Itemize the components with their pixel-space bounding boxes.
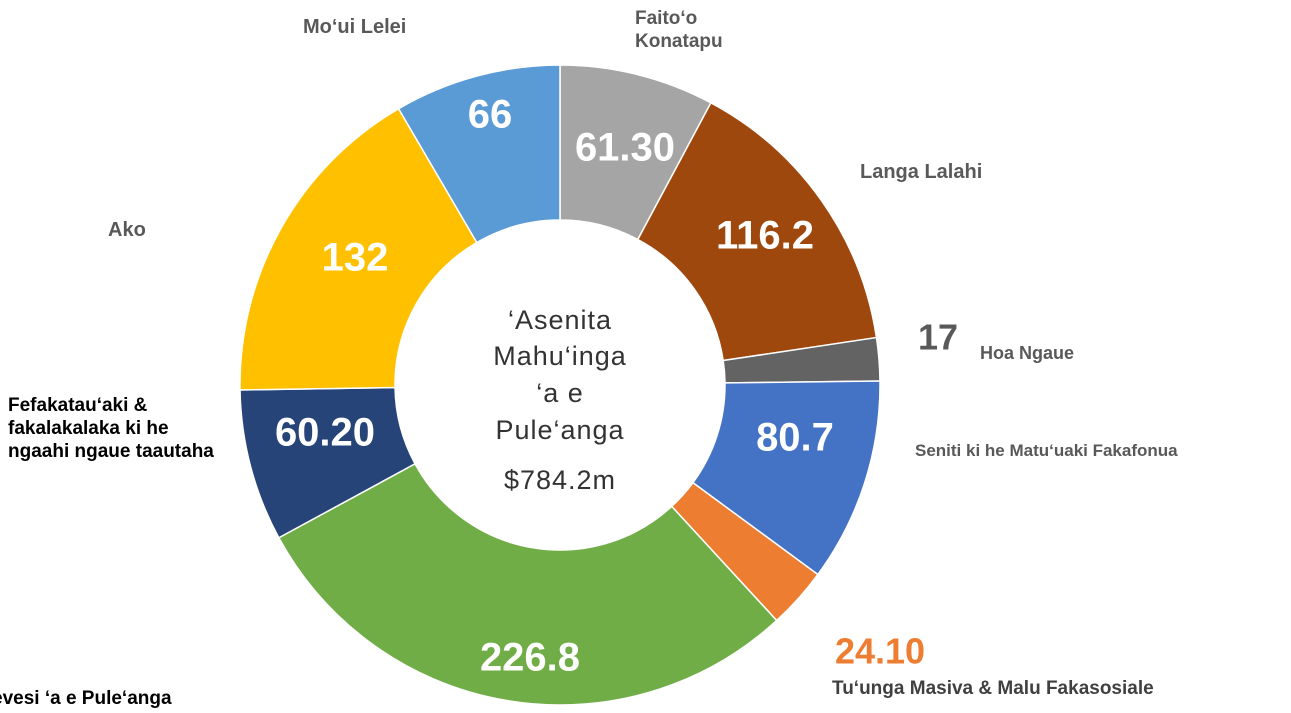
data-label: 17 — [918, 317, 958, 358]
donut-segment — [239, 107, 478, 391]
donut-segment — [277, 462, 778, 706]
center-text: ‘Asenita — [508, 305, 612, 335]
center-text: $784.2m — [504, 465, 616, 495]
category-label: Hoa Ngaue — [980, 343, 1075, 363]
donut-segment — [636, 101, 878, 362]
center-text: ‘a e — [536, 378, 584, 408]
category-label: evesi ‘a e Pule‘anga — [0, 688, 172, 709]
category-label: Faito‘o Konatapu — [635, 8, 723, 52]
donut-segment — [397, 64, 561, 244]
data-label: 226.8 — [480, 636, 580, 680]
center-text: Mahu‘inga — [493, 341, 627, 371]
category-label: Fefakatau‘aki & fakalakalaka ki he ngaah… — [8, 395, 214, 462]
data-label: 116.2 — [716, 214, 814, 258]
data-label: 61.30 — [575, 126, 675, 170]
category-label: Mo‘ui Lelei — [303, 16, 407, 38]
category-label: Seniti ki he Matu‘uaki Fakafonua — [915, 441, 1178, 460]
category-label: Tu‘unga Masiva & Malu Fakasosiale — [832, 678, 1154, 699]
center-text: Pule‘anga — [495, 415, 624, 445]
data-label: 80.7 — [756, 416, 834, 460]
data-label: 60.20 — [275, 411, 375, 455]
data-label: 66 — [468, 93, 513, 137]
category-label: Langa Lalahi — [860, 161, 983, 183]
data-label: 24.10 — [835, 631, 925, 672]
data-label: 132 — [322, 236, 389, 280]
category-label: Ako — [108, 219, 146, 241]
